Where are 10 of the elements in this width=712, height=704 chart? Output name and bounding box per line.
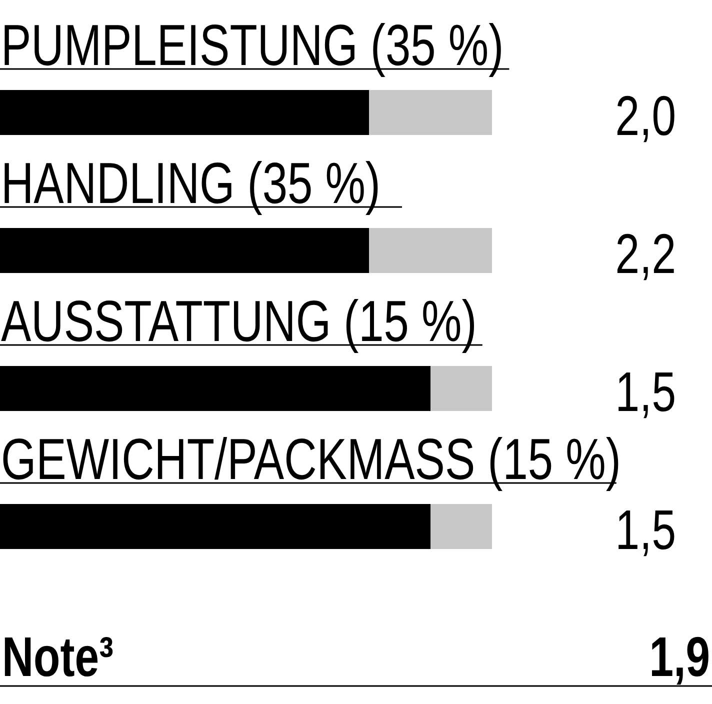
y-tick-label: HANDLING (35 %) — [1, 152, 380, 216]
text: Note³ — [2, 626, 114, 688]
text: 2,2 — [615, 222, 676, 286]
text: 2,0 — [615, 84, 676, 148]
y-tick-label: PUMPLEISTUNG (35 %) — [1, 14, 504, 78]
text: 1,5 — [615, 498, 676, 562]
text: 1,9 — [649, 626, 710, 688]
text: 1,5 — [615, 360, 676, 424]
y-tick-label: GEWICHT/PACKMASS (15 %) — [1, 428, 621, 492]
y-tick-label: AUSSTATTUNG (15 %) — [1, 290, 477, 354]
